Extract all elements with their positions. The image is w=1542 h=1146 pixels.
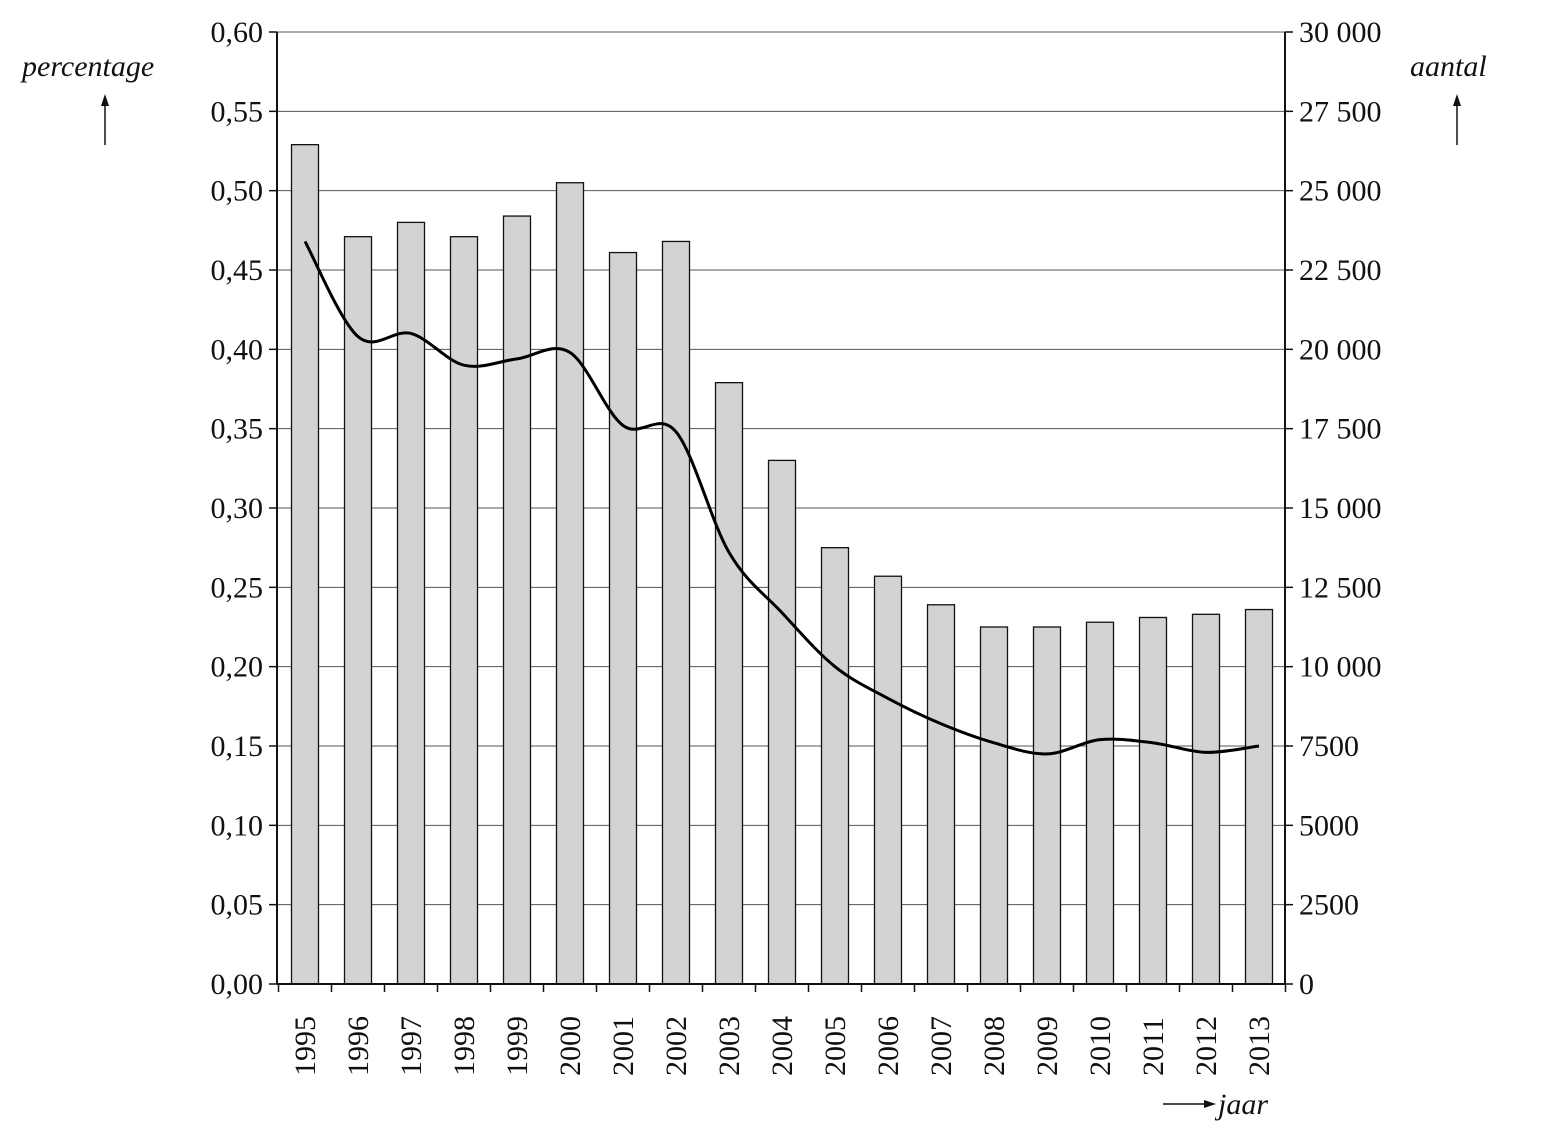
- bar-2001: [608, 251, 638, 985]
- bar-2003: [714, 382, 744, 985]
- right-tick-label: 5000: [1299, 809, 1359, 842]
- x-tick-label: 1995: [289, 1016, 322, 1076]
- x-tick-label: 2004: [766, 1016, 799, 1076]
- left-tick-label: 0,20: [211, 651, 264, 684]
- left-tick-label: 0,00: [211, 968, 264, 1001]
- x-tick-label: 1996: [342, 1016, 375, 1076]
- bar-2013: [1244, 608, 1274, 985]
- bar-2005: [820, 547, 850, 985]
- right-tick-labels: 0 2500 5000 7500 10 000 12 500 15 000 17 500 20 …: [1299, 16, 1382, 1001]
- right-tick-label: 15 000: [1299, 492, 1382, 525]
- left-tick-label: 0,60: [211, 16, 264, 49]
- left-tick-label: 0,25: [211, 571, 264, 604]
- left-tick-label: 0,40: [211, 333, 264, 366]
- x-tick-label: 2013: [1243, 1016, 1276, 1076]
- x-tick-label: 2001: [607, 1016, 640, 1076]
- x-tick-label: 2000: [554, 1016, 587, 1076]
- bar-1996: [343, 236, 373, 985]
- x-tick-label: 1998: [448, 1016, 481, 1076]
- bar-2010: [1085, 621, 1115, 985]
- x-tick-label: 1997: [395, 1016, 428, 1076]
- right-tick-label: 7500: [1299, 730, 1359, 763]
- up-arrow-icon: [1453, 94, 1461, 145]
- left-axis-label: percentage: [20, 50, 154, 83]
- x-tick-label: 2006: [872, 1016, 905, 1076]
- right-arrow-icon: [1163, 1100, 1216, 1108]
- bar-2009: [1032, 626, 1062, 985]
- bar-2007: [926, 604, 956, 985]
- up-arrow-icon: [101, 94, 109, 145]
- x-tick-label: 2005: [819, 1016, 852, 1076]
- right-tick-label: 20 000: [1299, 333, 1382, 366]
- bar-1999: [502, 215, 532, 985]
- left-tick-label: 0,30: [211, 492, 264, 525]
- x-tick-labels: 1995 1996 1997 1998 1999 2000 2001 2002 2003 2004…: [289, 1016, 1276, 1076]
- right-tick-label: 22 500: [1299, 254, 1382, 287]
- left-tick-labels: 0,00 0,05 0,10 0,15 0,20 0,25 0,30 0,35 0,40 0,45…: [211, 16, 264, 1001]
- bar-2008: [979, 626, 1009, 985]
- series-line: [303, 240, 1260, 756]
- bar-2006: [873, 575, 903, 985]
- x-tick-label: 2010: [1084, 1016, 1117, 1076]
- x-tick-label: 2009: [1031, 1016, 1064, 1076]
- left-tick-label: 0,10: [211, 809, 264, 842]
- left-tick-label: 0,55: [211, 95, 264, 128]
- right-tick-label: 0: [1299, 968, 1314, 1001]
- x-tick-label: 2011: [1137, 1017, 1170, 1076]
- bar-1998: [449, 236, 479, 985]
- x-tick-label: 2007: [925, 1016, 958, 1076]
- bar-2011: [1138, 616, 1168, 985]
- left-tick-label: 0,05: [211, 889, 264, 922]
- bar-2000: [555, 182, 585, 985]
- right-tick-label: 10 000: [1299, 651, 1382, 684]
- right-tick-label: 12 500: [1299, 571, 1382, 604]
- x-tick-label: 2008: [978, 1016, 1011, 1076]
- right-tick-label: 30 000: [1299, 16, 1382, 49]
- x-tick-label: 2003: [713, 1016, 746, 1076]
- bars: [290, 144, 1274, 985]
- bar-2012: [1191, 613, 1221, 985]
- right-tick-label: 17 500: [1299, 413, 1382, 446]
- left-tick-label: 0,15: [211, 730, 264, 763]
- right-axis-label: aantal: [1410, 50, 1487, 83]
- x-tick-label: 2002: [660, 1016, 693, 1076]
- x-axis-label: jaar: [1214, 1088, 1268, 1121]
- left-tick-label: 0,50: [211, 175, 264, 208]
- bar-1995: [290, 144, 320, 985]
- x-tick-label: 1999: [501, 1016, 534, 1076]
- right-tick-label: 27 500: [1299, 95, 1382, 128]
- bar-2004: [767, 459, 797, 985]
- right-tick-label: 25 000: [1299, 175, 1382, 208]
- bar-2002: [661, 240, 691, 985]
- left-tick-label: 0,45: [211, 254, 264, 287]
- left-tick-label: 0,35: [211, 413, 264, 446]
- right-tick-label: 2500: [1299, 889, 1359, 922]
- x-tick-label: 2012: [1190, 1016, 1223, 1076]
- bar-1997: [396, 221, 426, 985]
